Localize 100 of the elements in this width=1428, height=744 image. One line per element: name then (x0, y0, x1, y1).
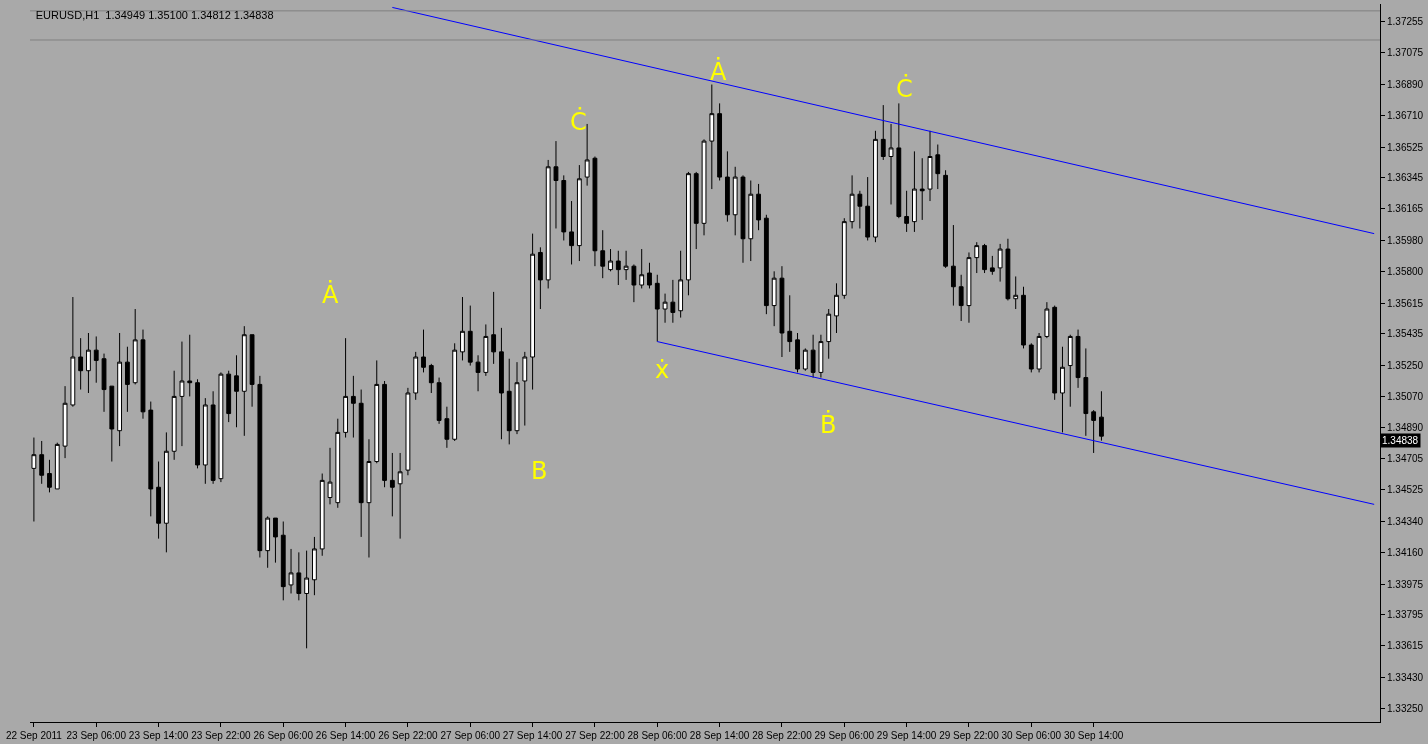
candlestick (124, 346, 130, 413)
candlestick (483, 323, 489, 377)
candlestick (958, 274, 964, 322)
candlestick (179, 341, 185, 447)
candlestick (724, 150, 730, 223)
candlestick (686, 171, 691, 296)
candlestick (701, 138, 707, 236)
candlestick (818, 334, 824, 379)
annotation: ẋ (655, 356, 670, 384)
candlestick (132, 308, 138, 385)
annotation: Ḃ (820, 410, 837, 439)
candlestick (1099, 390, 1104, 442)
candlestick (732, 166, 738, 236)
candlestick (1091, 409, 1097, 454)
candlestick (561, 174, 567, 241)
candlestick (1005, 238, 1011, 301)
candlestick (226, 370, 232, 423)
candlestick (39, 440, 45, 485)
x-tick-label: 23 Sep 06:00 (66, 730, 127, 741)
y-tick-label: 1.35980 (1387, 234, 1424, 246)
y-tick-label: 1.35435 (1387, 328, 1424, 340)
candlestick (514, 361, 520, 435)
candlestick (312, 536, 317, 596)
candlestick (257, 375, 263, 558)
candlestick (810, 334, 816, 379)
candlestick (47, 459, 52, 493)
candlestick (740, 174, 746, 264)
candlestick (826, 308, 832, 360)
x-tick-label: 23 Sep 14:00 (128, 730, 189, 741)
candlestick (935, 144, 941, 190)
x-tick-label: 27 Sep 14:00 (502, 730, 563, 741)
candlestick (678, 250, 684, 319)
candlestick (1067, 334, 1073, 408)
candlestick (771, 270, 777, 327)
x-tick-label: 29 Sep 22:00 (939, 730, 1000, 741)
candlestick (101, 353, 107, 413)
candlestick (148, 401, 154, 517)
candlestick (280, 521, 286, 601)
candlestick (841, 217, 847, 300)
candlestick (452, 342, 458, 442)
candlestick (537, 246, 543, 310)
candlestick (343, 337, 348, 439)
x-tick-label: 30 Sep 06:00 (1001, 730, 1062, 741)
y-tick-label: 1.35070 (1387, 390, 1424, 402)
candlestick (491, 291, 497, 365)
y-tick-label: 1.35800 (1387, 265, 1424, 277)
candlestick (647, 262, 652, 289)
candlestick (405, 387, 411, 476)
annotation: Ċ (896, 74, 913, 103)
x-tick-label: 28 Sep 22:00 (752, 730, 813, 741)
candlestick (849, 174, 855, 229)
candlestick (709, 84, 715, 190)
candlestick (499, 327, 504, 440)
candlestick (288, 548, 294, 594)
candlestick (428, 363, 434, 394)
candlestick (1083, 347, 1089, 437)
candlestick (319, 473, 325, 557)
candlestick (912, 150, 917, 233)
y-tick-label: 1.33795 (1387, 609, 1424, 621)
candlestick (631, 263, 637, 303)
candlestick (444, 406, 450, 449)
candlestick (109, 385, 115, 463)
candlestick (693, 171, 699, 250)
candlestick (296, 551, 302, 601)
candlestick (615, 250, 621, 286)
chart-title: EURUSD,H1 1.34949 1.35100 1.34812 1.34838 (35, 8, 274, 21)
candlestick (592, 156, 598, 267)
x-tick-label: 28 Sep 14:00 (689, 730, 750, 741)
x-tick-label: 29 Sep 06:00 (814, 730, 875, 741)
candlestick (857, 190, 863, 229)
candlestick (413, 351, 419, 401)
candlestick (670, 279, 676, 324)
candlestick (1060, 346, 1065, 433)
x-tick-label: 27 Sep 06:00 (440, 730, 501, 741)
candlestick (584, 123, 590, 187)
y-tick-label: 1.35250 (1387, 360, 1424, 372)
candlestick (210, 390, 216, 485)
x-tick-label: 27 Sep 22:00 (565, 730, 626, 741)
candlestick (1075, 329, 1081, 389)
y-tick-label: 1.36165 (1387, 203, 1424, 215)
candlestick (576, 164, 582, 262)
annotation: B (531, 457, 548, 485)
y-tick-label: 1.33430 (1387, 671, 1424, 683)
candlestick (327, 447, 333, 505)
y-tick-label: 1.33250 (1387, 702, 1424, 714)
candlestick (654, 274, 660, 343)
candlestick (62, 385, 68, 459)
y-tick-label: 1.33975 (1387, 578, 1424, 590)
candlestick (896, 102, 902, 219)
candlestick (1052, 305, 1058, 401)
candlestick (31, 437, 37, 523)
candlestick (202, 397, 208, 485)
candlestick (787, 294, 793, 353)
candlestick (265, 515, 271, 569)
candlestick (1013, 275, 1019, 310)
candlestick (997, 243, 1003, 283)
candlestick (795, 332, 800, 373)
y-tick-label: 1.35615 (1387, 297, 1424, 309)
candlestick (241, 325, 247, 437)
y-tick-label: 1.36710 (1387, 109, 1424, 121)
